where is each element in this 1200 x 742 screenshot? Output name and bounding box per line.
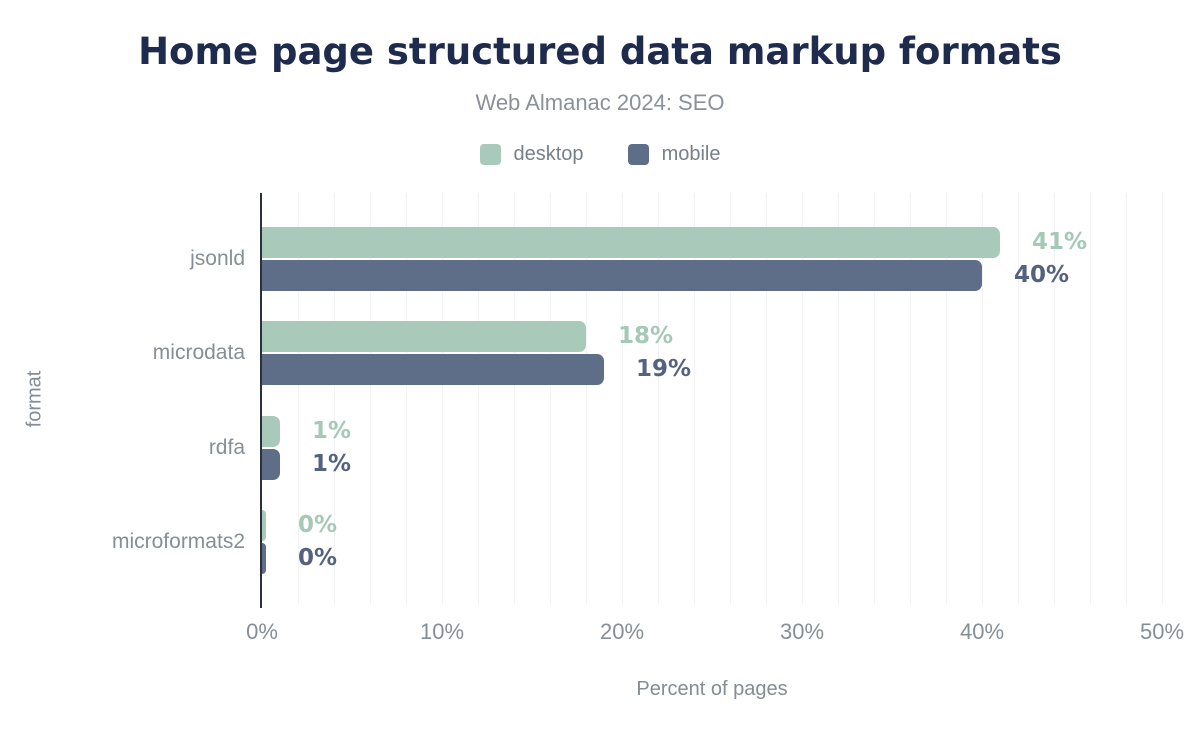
chart-title: Home page structured data markup formats	[138, 30, 1062, 73]
gridline	[910, 193, 911, 605]
gridline	[622, 193, 623, 605]
legend-label-desktop: desktop	[513, 143, 584, 165]
legend-item-desktop: desktop	[479, 143, 584, 166]
mobile-bar-rdfa	[262, 448, 280, 480]
category-label-microformats2: microformats2	[111, 529, 245, 553]
mobile-bar-microformats2	[262, 542, 266, 574]
category-label-rdfa: rdfa	[208, 435, 245, 459]
gridline	[1054, 193, 1055, 605]
gridline	[1090, 193, 1091, 605]
gridline	[694, 193, 695, 605]
plot-area: 41% 40% 18% 19% 1% 1% 0% 0%	[262, 193, 1163, 605]
gridline	[478, 193, 479, 605]
x-axis-title: Percent of pages	[636, 678, 788, 700]
mobile-bar-jsonld	[262, 260, 982, 291]
gridline	[586, 193, 587, 605]
legend: desktop mobile	[0, 143, 1200, 166]
y-axis-line	[260, 193, 262, 608]
mobile-bar-microdata	[262, 354, 604, 386]
x-tick-50%: 50%	[1139, 619, 1185, 644]
x-tick-0%: 0%	[246, 619, 278, 644]
desktop-value-label-microdata: 18%	[618, 323, 674, 350]
mobile-value-label-jsonld: 40%	[1014, 262, 1070, 288]
category-label-microdata: microdata	[152, 341, 245, 365]
gridline	[766, 193, 767, 605]
mobile-value-label-microdata: 19%	[636, 356, 692, 383]
desktop-value-label-rdfa: 1%	[312, 417, 352, 444]
gridline	[550, 193, 551, 605]
gridline	[658, 193, 659, 605]
mobile-swatch-icon	[627, 144, 649, 165]
gridline	[838, 193, 839, 605]
gridline	[874, 193, 875, 605]
gridline	[442, 193, 443, 605]
legend-item-mobile: mobile	[627, 143, 721, 166]
gridline	[406, 193, 407, 605]
chart-subtitle: Web Almanac 2024: SEO	[475, 90, 725, 115]
gridline	[802, 193, 803, 605]
gridline	[730, 193, 731, 605]
mobile-value-label-rdfa: 1%	[312, 450, 352, 477]
gridline	[514, 193, 515, 605]
desktop-swatch-icon	[479, 144, 501, 165]
x-tick-20%: 20%	[599, 619, 645, 644]
gridline	[370, 193, 371, 605]
y-axis-title: format	[23, 370, 46, 428]
legend-label-mobile: mobile	[661, 143, 721, 165]
gridline	[1126, 193, 1127, 605]
gridline	[298, 193, 299, 605]
gridline	[1018, 193, 1019, 605]
x-tick-40%: 40%	[959, 619, 1005, 644]
gridline	[982, 193, 983, 605]
desktop-value-label-jsonld: 41%	[1032, 229, 1088, 255]
gridline	[1162, 193, 1163, 605]
x-tick-30%: 30%	[779, 619, 825, 644]
desktop-bar-microformats2	[262, 509, 266, 541]
gridline	[334, 193, 335, 605]
gridline	[946, 193, 947, 605]
x-tick-10%: 10%	[419, 619, 465, 644]
desktop-bar-rdfa	[262, 415, 280, 447]
desktop-bar-microdata	[262, 321, 586, 353]
desktop-value-label-microformats2: 0%	[298, 511, 338, 538]
mobile-value-label-microformats2: 0%	[298, 544, 338, 571]
category-label-jsonld: jsonld	[190, 247, 245, 270]
desktop-bar-jsonld	[262, 227, 1000, 258]
